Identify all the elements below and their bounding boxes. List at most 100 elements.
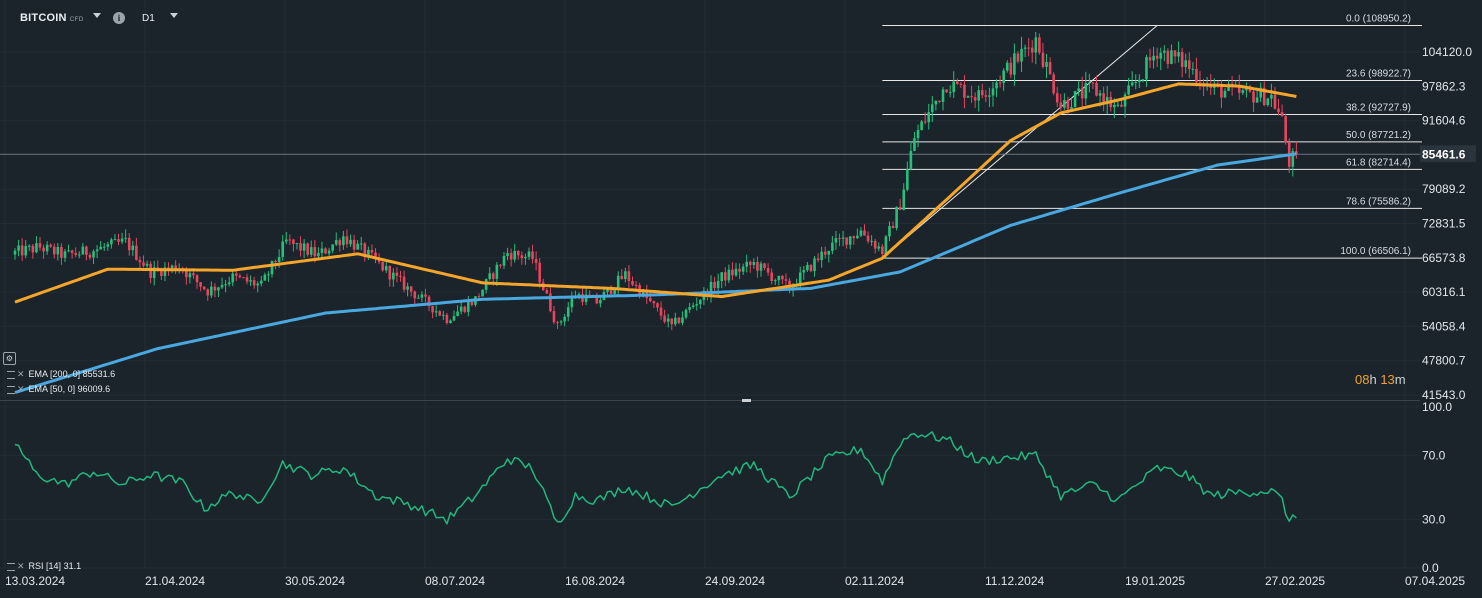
candle-body: [463, 306, 467, 312]
candle-body: [798, 272, 802, 286]
candle-body: [342, 236, 345, 246]
candle-body: [60, 246, 63, 258]
candle-body: [235, 273, 238, 276]
candle-body: [145, 263, 149, 266]
candle-body: [442, 314, 445, 316]
candle-body: [1009, 62, 1013, 75]
candle-body: [220, 284, 224, 288]
candle-body: [674, 317, 677, 325]
price-axis-tick-label: 66573.8: [1422, 251, 1466, 265]
candle-body: [570, 298, 574, 308]
price-axis-tick-label: 47800.7: [1422, 354, 1466, 368]
candle-body: [863, 230, 866, 236]
chevron-down-icon[interactable]: [170, 13, 178, 18]
candle-body: [963, 84, 966, 98]
candle-body: [1141, 79, 1145, 81]
candle-body: [531, 251, 534, 260]
candle-body: [1113, 104, 1116, 108]
candle-body: [695, 304, 699, 306]
close-icon[interactable]: ✕: [17, 561, 25, 571]
candle-body: [1220, 84, 1223, 98]
candle-body: [52, 246, 56, 255]
fibonacci-level-label: 61.8 (82714.4): [1346, 157, 1411, 168]
candle-body: [716, 281, 720, 289]
candle-body: [359, 243, 363, 245]
candle-body: [495, 264, 499, 279]
candle-body: [777, 275, 781, 281]
candle-body: [959, 83, 963, 85]
candle-body: [213, 286, 217, 291]
menu-icon[interactable]: [7, 562, 15, 571]
candle-body: [745, 261, 749, 267]
candle-body: [131, 245, 135, 251]
pane-resize-handle[interactable]: [742, 399, 751, 402]
candle-body: [392, 272, 395, 280]
candle-body: [481, 289, 484, 297]
candle-body: [381, 261, 384, 271]
candle-body: [620, 275, 624, 280]
candle-body: [727, 269, 731, 281]
rsi-axis-tick-label: 30.0: [1422, 513, 1446, 527]
candle-body: [35, 243, 38, 253]
candle-body: [1270, 94, 1273, 99]
candle-body: [709, 281, 713, 297]
candle-body: [566, 307, 570, 317]
candle-body: [888, 226, 891, 237]
timeframe-selector[interactable]: D1: [142, 13, 155, 24]
candle-body: [117, 239, 120, 242]
candle-body: [927, 112, 931, 123]
candle-body: [1255, 97, 1259, 103]
candle-body: [85, 246, 88, 255]
candle-body: [923, 121, 927, 123]
grid: [0, 0, 1420, 568]
candle-body: [1027, 47, 1030, 49]
rsi-line: [14, 431, 1297, 525]
candle-body: [898, 206, 902, 210]
candle-body: [1013, 53, 1016, 75]
candle-body: [1073, 90, 1077, 108]
ema50-line: [14, 82, 1297, 304]
candle-body: [859, 230, 863, 236]
candle-body: [506, 253, 509, 257]
candle-body: [1102, 93, 1105, 105]
countdown-h-unit: h: [1369, 372, 1377, 387]
candle-body: [252, 280, 256, 286]
candle-body: [870, 240, 873, 242]
candle-body: [998, 82, 1002, 84]
candle-body: [599, 300, 602, 304]
menu-icon[interactable]: [7, 370, 15, 379]
symbol-selector[interactable]: BITCOIN CFD: [20, 12, 84, 24]
chevron-down-icon[interactable]: [93, 13, 101, 18]
candle-body: [1084, 83, 1088, 99]
pane-divider[interactable]: [0, 400, 1420, 401]
candle-body: [1273, 94, 1277, 109]
candle-body: [813, 258, 816, 272]
candle-body: [499, 264, 502, 266]
candle-body: [738, 268, 741, 272]
candle-body: [891, 226, 895, 229]
time-axis-tick-label: 30.05.2024: [285, 574, 345, 588]
candle-body: [545, 290, 549, 294]
candle-body: [513, 250, 517, 260]
candle-body: [988, 95, 991, 97]
candle-body: [652, 301, 656, 304]
candle-body: [941, 89, 945, 102]
close-icon[interactable]: ✕: [17, 369, 25, 379]
settings-icon[interactable]: ⚙: [3, 352, 16, 365]
candle-body: [231, 273, 235, 283]
candle-body: [192, 273, 195, 276]
candle-body: [909, 150, 913, 170]
menu-icon[interactable]: [7, 385, 15, 394]
candle-body: [1030, 47, 1034, 53]
candle-body: [688, 307, 691, 310]
candle-body: [699, 299, 702, 305]
info-icon[interactable]: i: [113, 12, 125, 24]
candle-body: [852, 236, 856, 239]
rsi-axis-tick-label: 70.0: [1422, 448, 1446, 462]
candle-body: [199, 282, 202, 287]
close-icon[interactable]: ✕: [17, 384, 25, 394]
candle-body: [534, 259, 538, 263]
candle-body: [520, 255, 524, 259]
candle-body: [556, 322, 559, 324]
